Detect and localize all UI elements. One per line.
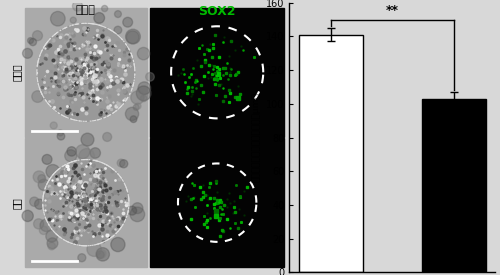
Circle shape	[132, 203, 143, 214]
Circle shape	[33, 171, 45, 183]
Circle shape	[22, 48, 32, 58]
Circle shape	[72, 1, 83, 11]
Circle shape	[40, 226, 48, 235]
Circle shape	[42, 155, 52, 164]
Circle shape	[34, 219, 43, 229]
Circle shape	[135, 103, 141, 109]
Circle shape	[76, 145, 90, 159]
Circle shape	[40, 219, 52, 232]
Text: 健常者: 健常者	[12, 64, 22, 81]
Circle shape	[87, 242, 102, 256]
Circle shape	[37, 23, 135, 121]
Circle shape	[117, 159, 125, 167]
Circle shape	[102, 133, 112, 141]
Circle shape	[57, 133, 65, 140]
Circle shape	[38, 179, 50, 190]
Bar	[24, 138, 147, 267]
Circle shape	[38, 175, 46, 183]
Circle shape	[114, 11, 121, 18]
Circle shape	[32, 31, 42, 41]
Y-axis label: ニューロスフィアのサイズ（μm）: ニューロスフィアのサイズ（μm）	[252, 93, 260, 182]
Bar	[24, 8, 147, 137]
Text: 患者: 患者	[12, 197, 22, 208]
Circle shape	[64, 150, 76, 162]
Circle shape	[126, 107, 138, 120]
Circle shape	[128, 206, 136, 215]
Circle shape	[58, 130, 64, 136]
Circle shape	[126, 29, 140, 44]
Circle shape	[96, 251, 104, 258]
Circle shape	[111, 237, 125, 252]
Circle shape	[32, 91, 44, 102]
Circle shape	[46, 164, 60, 178]
Circle shape	[94, 13, 104, 23]
Circle shape	[131, 91, 144, 104]
Bar	[422, 99, 486, 272]
Circle shape	[22, 210, 34, 222]
Circle shape	[126, 31, 139, 43]
Text: **: **	[386, 4, 398, 17]
Circle shape	[114, 26, 122, 34]
Text: 明視野: 明視野	[76, 5, 96, 15]
Circle shape	[102, 6, 107, 12]
Circle shape	[79, 148, 94, 164]
Bar	[298, 35, 362, 272]
Circle shape	[90, 148, 101, 158]
Circle shape	[47, 238, 58, 249]
Circle shape	[98, 250, 106, 258]
Circle shape	[50, 12, 65, 26]
Circle shape	[138, 47, 149, 60]
Circle shape	[78, 254, 86, 262]
Circle shape	[130, 207, 144, 222]
Circle shape	[48, 242, 56, 250]
Circle shape	[146, 73, 154, 81]
Circle shape	[140, 95, 147, 102]
Circle shape	[50, 122, 57, 129]
Circle shape	[130, 116, 137, 122]
Circle shape	[123, 17, 132, 27]
Circle shape	[34, 199, 44, 209]
Circle shape	[70, 17, 76, 23]
Circle shape	[133, 104, 139, 110]
Circle shape	[29, 39, 36, 46]
Circle shape	[136, 86, 151, 101]
Circle shape	[46, 230, 58, 242]
Bar	[150, 8, 284, 137]
Bar	[150, 138, 284, 267]
Circle shape	[138, 82, 150, 95]
Circle shape	[96, 248, 110, 261]
Circle shape	[67, 147, 76, 156]
Circle shape	[81, 133, 94, 146]
Circle shape	[28, 38, 34, 43]
Text: SOX2: SOX2	[198, 5, 236, 18]
Circle shape	[120, 160, 128, 168]
Circle shape	[42, 160, 129, 246]
Circle shape	[30, 197, 39, 206]
